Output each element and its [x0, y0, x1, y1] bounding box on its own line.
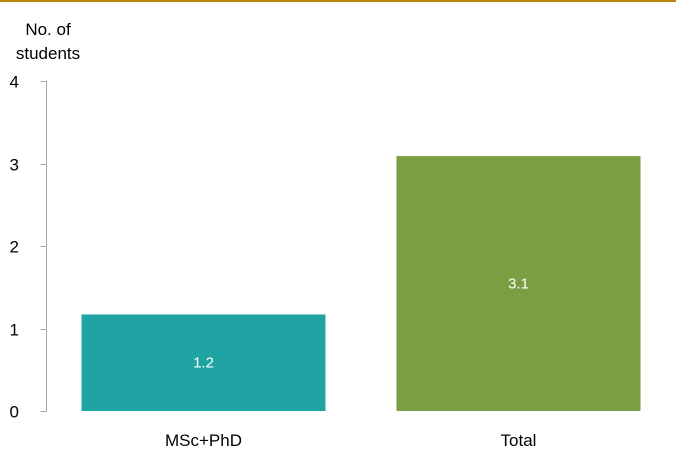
- label-layer: 1.2 MSc+PhD 3.1 Total: [165, 276, 536, 450]
- y-tick-label-3: 3: [10, 156, 19, 175]
- category-label-total: Total: [501, 431, 537, 450]
- y-tick-label-1: 1: [10, 321, 19, 340]
- top-rule: [0, 0, 676, 2]
- y-axis-label-line-1: No. of: [25, 20, 71, 39]
- y-tick-label-2: 2: [10, 238, 19, 257]
- bar-msc-phd: [81, 314, 326, 411]
- y-tick-label-4: 4: [10, 73, 19, 92]
- data-label-msc-phd: 1.2: [193, 355, 214, 372]
- y-tick-label-0: 0: [10, 403, 19, 422]
- bar-layer: [81, 156, 641, 411]
- y-axis-label: No. of students: [0, 18, 96, 66]
- axis-layer: 0 1 2 3 4: [10, 73, 47, 422]
- y-axis-label-line-2: students: [15, 44, 81, 63]
- category-label-msc-phd: MSc+PhD: [165, 431, 242, 450]
- bar-total: [396, 156, 641, 411]
- data-label-total: 3.1: [508, 276, 529, 293]
